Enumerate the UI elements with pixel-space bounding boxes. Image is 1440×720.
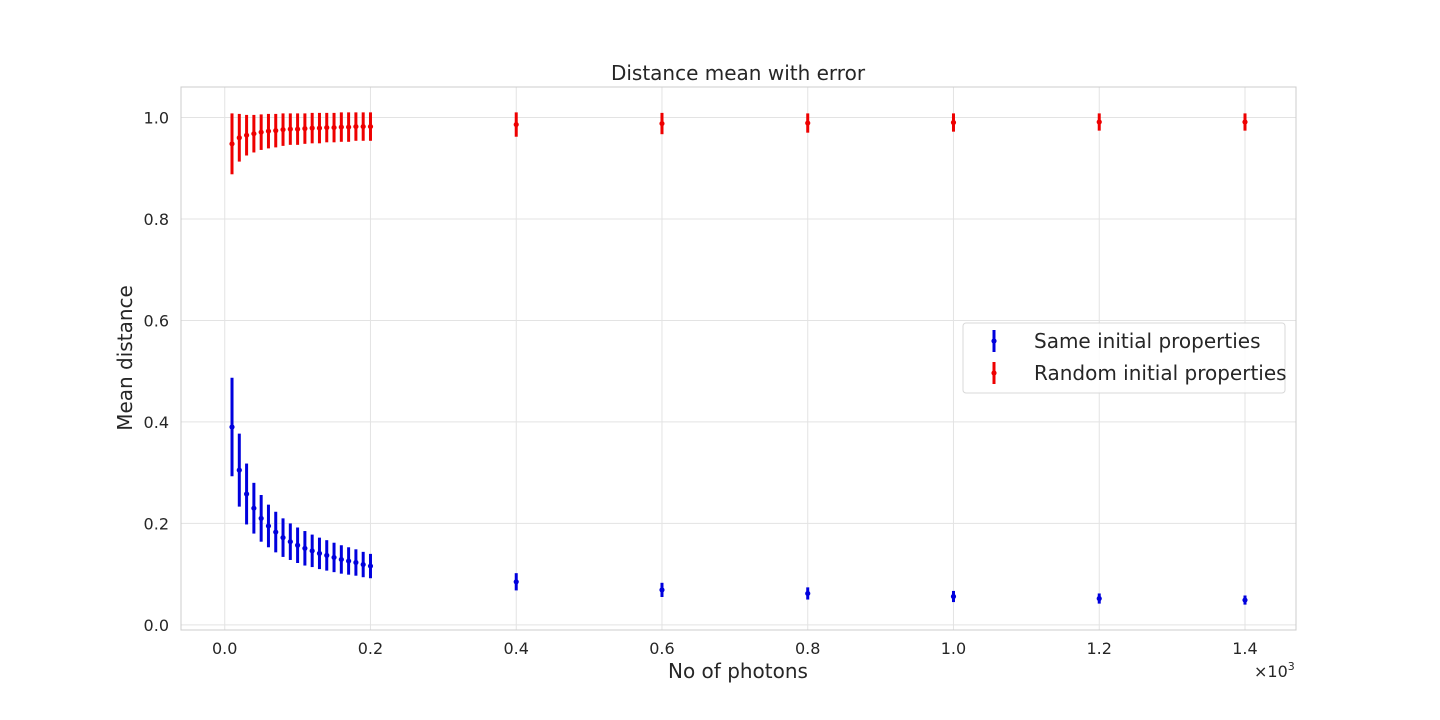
data-point xyxy=(950,593,957,600)
data-point xyxy=(265,523,272,529)
x-tick-label: 0.2 xyxy=(358,639,383,658)
data-point xyxy=(1242,597,1248,603)
legend-frame xyxy=(962,322,1286,394)
y-tick-label: 0.0 xyxy=(144,616,169,635)
data-point xyxy=(302,126,308,132)
data-point xyxy=(353,559,359,566)
data-point xyxy=(258,129,264,135)
data-point xyxy=(659,587,665,593)
x-axis-label: No of photons xyxy=(668,659,808,683)
data-point xyxy=(273,529,279,535)
data-point xyxy=(287,126,293,132)
data-point xyxy=(295,126,301,132)
data-point xyxy=(353,123,359,130)
data-point xyxy=(805,120,811,126)
data-point xyxy=(1242,119,1248,125)
x-axis-multiplier: ×103 xyxy=(1254,660,1295,681)
x-tick-label: 1.4 xyxy=(1232,639,1257,658)
data-point xyxy=(229,424,235,430)
data-point xyxy=(346,558,352,564)
data-point xyxy=(243,491,250,497)
x-tick-label: 0.4 xyxy=(504,639,529,658)
x-tick-label: 0.8 xyxy=(795,639,820,658)
data-point xyxy=(324,552,330,559)
data-point xyxy=(258,515,264,521)
data-point xyxy=(316,550,323,556)
data-point xyxy=(367,563,374,569)
data-point xyxy=(360,123,366,130)
x-axis-multiplier-exp: 3 xyxy=(1288,660,1295,673)
y-tick-label: 0.6 xyxy=(144,311,169,330)
data-point xyxy=(513,579,519,585)
chart-title: Distance mean with error xyxy=(611,61,866,85)
data-point xyxy=(273,128,279,134)
y-tick-label: 0.2 xyxy=(144,514,169,533)
data-point xyxy=(309,125,315,131)
data-point xyxy=(280,535,286,541)
data-point xyxy=(280,127,286,133)
data-point xyxy=(950,119,957,126)
data-point xyxy=(251,131,257,137)
data-point xyxy=(243,132,250,138)
plot-frame xyxy=(180,86,1297,631)
data-point xyxy=(229,141,235,147)
data-point xyxy=(1096,595,1102,602)
series-2 xyxy=(229,112,1248,175)
x-tick-label: 0.6 xyxy=(649,639,674,658)
data-point xyxy=(265,128,272,134)
data-point xyxy=(287,539,293,545)
data-point xyxy=(1096,119,1102,125)
data-point xyxy=(659,120,665,127)
grid xyxy=(181,87,1296,630)
data-point xyxy=(346,124,352,130)
series-1 xyxy=(229,377,1248,605)
legend: Same initial properties Random initial pr… xyxy=(962,322,1287,394)
y-tick-label: 1.0 xyxy=(144,108,169,127)
x-axis-multiplier-base: ×10 xyxy=(1254,662,1288,681)
data-point xyxy=(251,505,257,511)
y-tick-label: 0.8 xyxy=(144,210,169,229)
data-point xyxy=(331,124,337,131)
y-axis-label: Mean distance xyxy=(113,285,137,431)
data-point xyxy=(360,561,366,568)
data-point xyxy=(338,556,344,563)
data-point xyxy=(236,467,242,473)
data-point xyxy=(338,124,344,130)
data-point xyxy=(295,542,301,548)
data-point xyxy=(324,124,330,131)
data-point xyxy=(316,125,323,131)
data-point xyxy=(302,545,308,551)
legend-label: Same initial properties xyxy=(1034,329,1261,353)
data-point xyxy=(331,554,337,561)
data-point xyxy=(513,121,519,128)
legend-marker-point xyxy=(991,338,997,344)
data-point xyxy=(805,590,811,597)
data-point xyxy=(236,135,242,141)
data-point xyxy=(367,123,374,130)
data-point xyxy=(309,548,315,554)
x-tick-label: 1.2 xyxy=(1087,639,1112,658)
x-tick-label: 0.0 xyxy=(212,639,237,658)
data-marks xyxy=(229,112,1248,605)
legend-marker-point xyxy=(991,370,997,376)
legend-label: Random initial properties xyxy=(1034,361,1287,385)
y-tick-label: 0.4 xyxy=(144,413,169,432)
y-tick-labels: 0.0 0.2 0.4 0.6 0.8 1.0 xyxy=(144,108,169,634)
x-tick-labels: 0.0 0.2 0.4 0.6 0.8 1.0 1.2 1.4 xyxy=(212,639,1258,658)
x-tick-label: 1.0 xyxy=(941,639,966,658)
